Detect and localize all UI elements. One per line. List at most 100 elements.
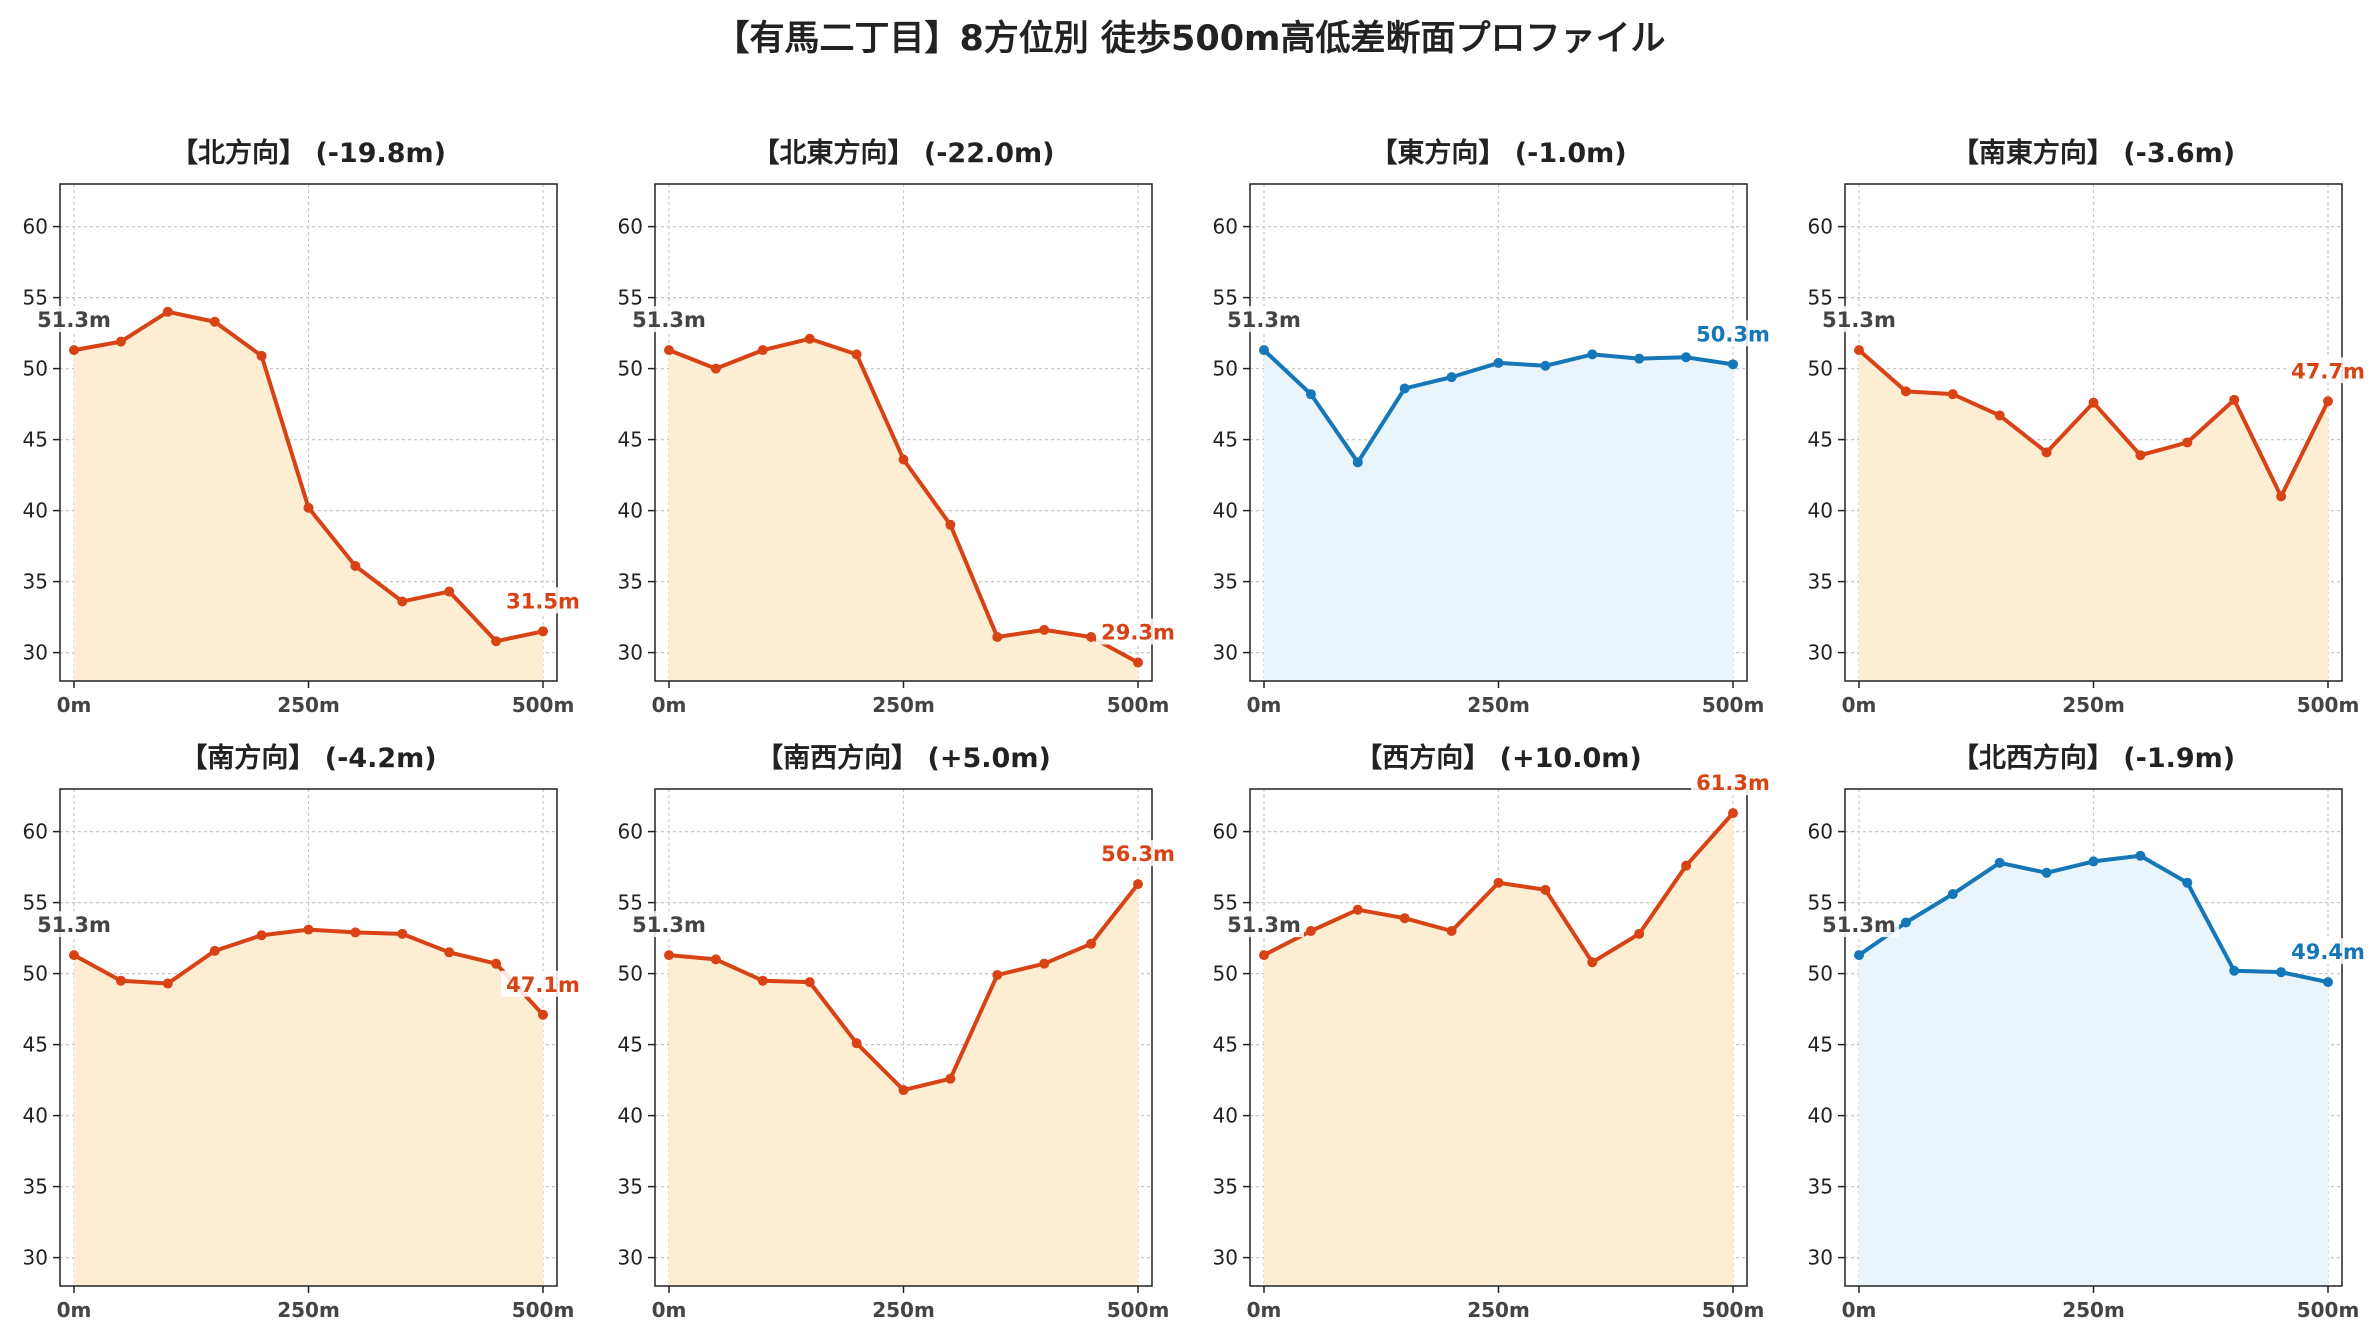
end-label: 31.5m xyxy=(506,589,580,613)
end-label-bg xyxy=(2286,938,2370,965)
data-point xyxy=(1900,386,1911,397)
ytick-label: 60 xyxy=(1808,820,1833,844)
end-label-bg xyxy=(1691,320,1775,347)
xtick-label: 0m xyxy=(57,1298,92,1322)
xtick-label: 250m xyxy=(872,693,935,717)
xtick-label: 250m xyxy=(277,1298,340,1322)
subplot-title: 【北西方向】 (-1.9m) xyxy=(1952,742,2235,774)
ytick-label: 45 xyxy=(618,1033,643,1057)
ytick-label: 50 xyxy=(1213,962,1238,986)
ytick-label: 55 xyxy=(618,286,643,310)
data-point xyxy=(162,978,173,989)
data-point xyxy=(1994,857,2005,868)
data-point xyxy=(1493,877,1504,888)
xtick-label: 250m xyxy=(277,693,340,717)
subplot-title: 【南方向】 (-4.2m) xyxy=(180,742,436,774)
subplot-title: 【北東方向】 (-22.0m) xyxy=(752,137,1054,169)
data-point xyxy=(1540,884,1551,895)
ytick-label: 30 xyxy=(1808,1246,1833,1270)
subplot-title: 【南西方向】 (+5.0m) xyxy=(756,742,1051,774)
data-point xyxy=(1259,950,1269,961)
xtick-label: 500m xyxy=(2297,1298,2360,1322)
ytick-label: 35 xyxy=(1808,570,1833,594)
xtick-label: 250m xyxy=(872,1298,935,1322)
data-point xyxy=(2135,450,2146,461)
start-label: 51.3m xyxy=(1227,308,1301,332)
data-point xyxy=(69,345,79,356)
data-point xyxy=(115,975,126,986)
ytick-label: 45 xyxy=(23,1033,48,1057)
data-point xyxy=(757,345,768,356)
start-label: 51.3m xyxy=(632,913,706,937)
data-point xyxy=(2041,867,2052,878)
end-label-bg xyxy=(501,587,585,614)
ytick-label: 55 xyxy=(1213,891,1238,915)
data-point xyxy=(2229,965,2240,976)
data-point xyxy=(710,363,721,374)
end-label: 29.3m xyxy=(1101,621,1175,645)
data-point xyxy=(710,954,721,965)
xtick-label: 500m xyxy=(1702,693,1765,717)
data-point xyxy=(1587,957,1598,968)
ytick-label: 55 xyxy=(1808,891,1833,915)
ytick-label: 60 xyxy=(618,820,643,844)
ytick-label: 40 xyxy=(23,1104,48,1128)
ytick-label: 30 xyxy=(23,1246,48,1270)
data-point xyxy=(2323,977,2333,988)
data-point xyxy=(491,958,502,969)
data-point xyxy=(350,927,361,938)
data-point xyxy=(1399,913,1410,924)
ytick-label: 35 xyxy=(1213,570,1238,594)
data-point xyxy=(2229,394,2240,405)
start-label-bg xyxy=(629,911,709,938)
data-point xyxy=(69,950,79,961)
ytick-label: 45 xyxy=(1808,1033,1833,1057)
data-point xyxy=(1947,389,1958,400)
end-label: 47.1m xyxy=(506,973,580,997)
subplot-3: 【東方向】 (-1.0m) 30 35 40 45 50 55 60 0m 250m 500m 51.… xyxy=(1213,137,1775,717)
data-point xyxy=(397,596,408,607)
ytick-label: 60 xyxy=(1213,820,1238,844)
end-label: 56.3m xyxy=(1101,842,1175,866)
elevation-area xyxy=(1859,350,2328,681)
data-point xyxy=(444,586,455,597)
ytick-label: 45 xyxy=(1808,428,1833,452)
data-point xyxy=(945,1073,956,1084)
ytick-label: 50 xyxy=(1808,357,1833,381)
subplot-1: 【北方向】 (-19.8m) 30 35 40 45 50 55 60 0m 250m 500m 51… xyxy=(23,137,585,717)
figure-title: 【有馬二丁目】8方位別 徒歩500m高低差断面プロファイル xyxy=(714,19,1666,59)
data-point xyxy=(1446,926,1457,936)
data-point xyxy=(898,454,909,465)
data-point xyxy=(538,1009,548,1020)
xtick-label: 250m xyxy=(1467,693,1530,717)
data-point xyxy=(2323,396,2333,407)
data-point xyxy=(2182,437,2193,448)
ytick-label: 60 xyxy=(23,215,48,239)
data-point xyxy=(1133,879,1143,890)
start-label: 51.3m xyxy=(37,913,111,937)
data-point xyxy=(1493,357,1504,368)
ytick-label: 60 xyxy=(1213,215,1238,239)
ytick-label: 60 xyxy=(618,215,643,239)
elevation-area xyxy=(74,929,543,1286)
subplot-4: 【南東方向】 (-3.6m) 30 35 40 45 50 55 60 0m 250m 500m 51… xyxy=(1808,137,2370,717)
ytick-label: 35 xyxy=(618,570,643,594)
ytick-label: 50 xyxy=(618,357,643,381)
data-point xyxy=(209,945,220,956)
xtick-label: 0m xyxy=(652,1298,687,1322)
elevation-area xyxy=(1264,350,1733,681)
xtick-label: 0m xyxy=(1247,693,1282,717)
data-point xyxy=(851,349,862,360)
data-point xyxy=(115,336,126,347)
xtick-label: 500m xyxy=(2297,693,2360,717)
start-label: 51.3m xyxy=(1227,913,1301,937)
start-label-bg xyxy=(34,306,114,333)
ytick-label: 40 xyxy=(1213,1104,1238,1128)
end-label: 49.4m xyxy=(2291,940,2365,964)
data-point xyxy=(1039,958,1050,969)
data-point xyxy=(1681,860,1692,871)
data-point xyxy=(1728,808,1738,819)
ytick-label: 55 xyxy=(23,286,48,310)
data-point xyxy=(992,970,1003,981)
data-point xyxy=(2088,397,2099,408)
